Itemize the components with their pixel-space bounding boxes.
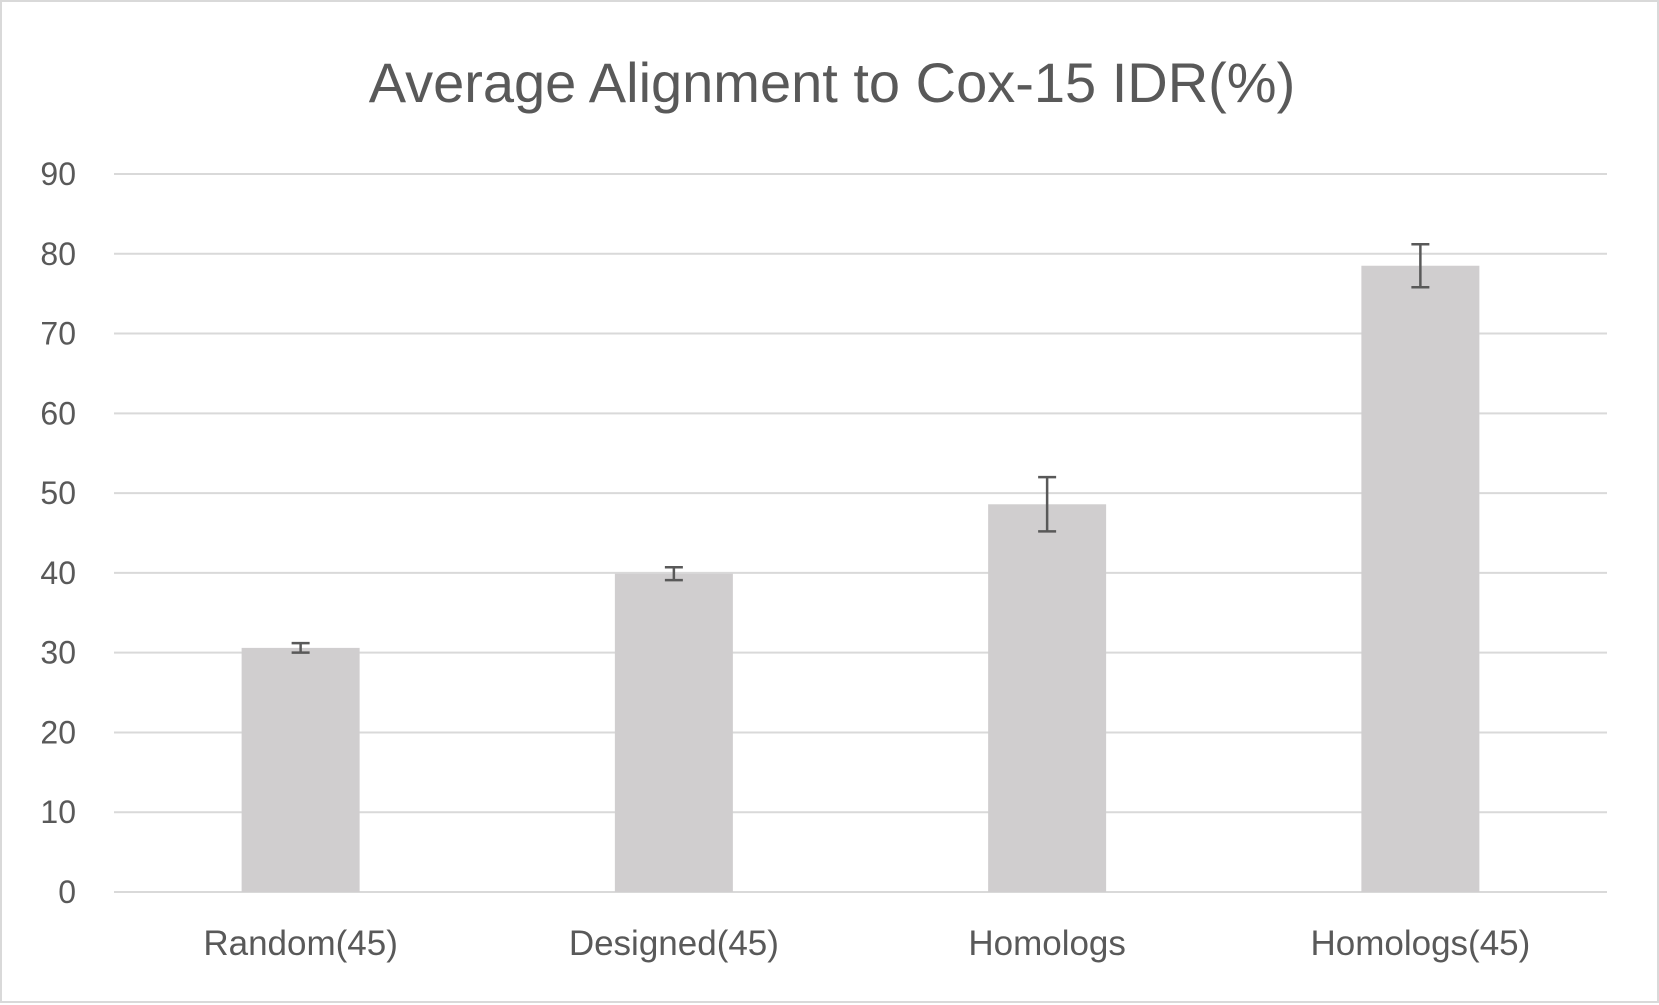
bar: [614, 573, 733, 892]
x-category-label: Random(45): [203, 924, 398, 963]
y-tick-label: 30: [40, 635, 76, 671]
y-tick-label: 60: [40, 395, 76, 431]
y-tick-label: 0: [58, 874, 76, 910]
y-tick-label: 40: [40, 555, 76, 591]
error-bar: [1038, 475, 1057, 533]
bar: [241, 647, 360, 892]
chart-title: Average Alignment to Cox-15 IDR(%): [369, 51, 1296, 114]
error-bar: [1411, 242, 1430, 289]
y-axis-tick-labels: 0 10 20 30 40 50 60 70 80 90: [40, 156, 76, 910]
error-bar: [291, 641, 310, 654]
y-tick-label: 90: [40, 156, 76, 192]
bars: [241, 265, 1480, 892]
y-tick-label: 70: [40, 316, 76, 352]
x-category-label: Homologs: [968, 924, 1126, 963]
x-category-label: Designed(45): [569, 924, 779, 963]
bar: [988, 504, 1107, 892]
error-bars: [291, 242, 1430, 654]
x-axis-category-labels: Random(45) Designed(45) Homologs Homologs(4…: [203, 924, 1530, 963]
y-tick-label: 20: [40, 714, 76, 750]
y-tick-label: 80: [40, 236, 76, 272]
bar: [1361, 265, 1480, 892]
x-category-label: Homologs(45): [1310, 924, 1530, 963]
error-bar: [664, 566, 683, 582]
y-tick-label: 10: [40, 794, 76, 830]
y-tick-label: 50: [40, 475, 76, 511]
gridlines: [114, 173, 1607, 893]
